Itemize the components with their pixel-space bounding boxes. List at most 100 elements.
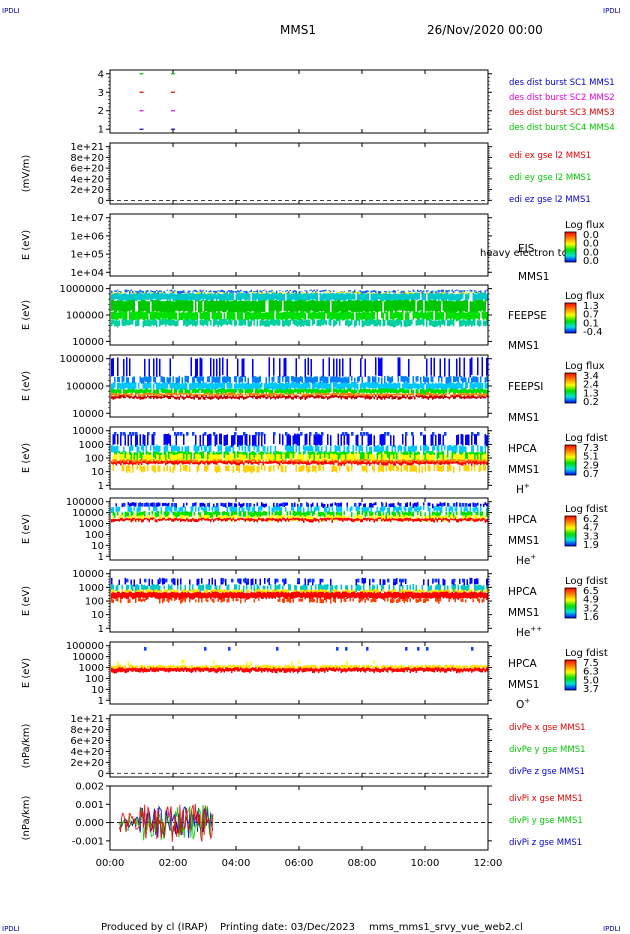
spectrogram-cell-4-1 [219, 376, 221, 383]
spectrogram-cell-6-0 [151, 502, 153, 507]
spectrogram-cell-3-1 [423, 292, 425, 300]
spectrogram-cell-4-5 [145, 396, 147, 399]
spectrogram-cell-3-4 [249, 320, 251, 327]
spectrogram-cell-4-5 [237, 396, 239, 399]
spectrogram-cell-4-5 [394, 396, 396, 399]
spectrogram-cell-3-4 [333, 320, 335, 327]
spectrogram-cell-6-3 [205, 514, 207, 521]
spectrogram-cell-5-0 [168, 433, 170, 444]
spectrogram-cell-4-3 [340, 388, 342, 394]
spectrogram-cell-4-5 [174, 396, 176, 399]
spectrogram-cell-3-4 [226, 320, 228, 326]
spectrogram-cell-3-2 [123, 301, 125, 312]
spectrogram-cell-3-2 [177, 300, 179, 311]
spectrogram-cell-3-5 [187, 290, 189, 294]
spectrogram-cell-4-0 [295, 358, 297, 377]
spectrogram-cell-6-1 [211, 506, 213, 512]
spectrogram-cell-5-6 [277, 464, 279, 470]
spectrogram-cell-4-5 [189, 395, 191, 399]
spectrogram-cell-6-1 [169, 506, 171, 512]
spectrogram-cell-5-3 [303, 454, 305, 462]
spectrogram-cell-3-3 [456, 312, 458, 322]
spike-5 [132, 432, 135, 436]
spectrogram-cell-6-2 [436, 511, 438, 517]
spectrogram-cell-3-2 [481, 300, 483, 311]
spike-5 [234, 432, 237, 436]
spectrogram-cell-3-3 [234, 312, 236, 321]
spectrogram-cell-3-5 [150, 290, 152, 292]
spectrogram-cell-5-0 [316, 434, 318, 446]
spectrogram-cell-5-2 [186, 452, 188, 461]
spectrogram-cell-3-0 [228, 292, 230, 294]
spectrogram-cell-3-2 [414, 299, 416, 312]
legend-entry-1-1: edi ey gse l2 MMS1 [509, 173, 591, 183]
spectrogram-cell-5-5 [412, 461, 414, 465]
spectrogram-cell-6-1 [201, 505, 203, 510]
spectrogram-cell-5-5 [334, 460, 336, 463]
spectrogram-cell-5-5 [342, 461, 344, 465]
spectrogram-cell-5-1 [352, 444, 354, 451]
spectrogram-cell-4-1 [175, 377, 177, 385]
spectrogram-cell-5-1 [253, 445, 255, 451]
spectrogram-cell-3-0 [462, 291, 464, 293]
spectrogram-cell-3-3 [376, 312, 378, 321]
spectrogram-cell-4-2 [351, 382, 353, 389]
spectrogram-cell-4-4 [151, 392, 153, 395]
spectrogram-cell-5-1 [447, 445, 449, 452]
spike-5 [342, 432, 345, 436]
spectrogram-cell-3-1 [181, 293, 183, 302]
spectrogram-cell-4-1 [271, 377, 273, 383]
spectrogram-cell-4-5 [423, 396, 425, 399]
spectrogram-cell-5-5 [138, 462, 140, 465]
spectrogram-cell-4-3 [234, 390, 236, 394]
spectrogram-cell-6-1 [477, 507, 479, 514]
spectrogram-cell-6-4 [145, 517, 147, 520]
spectrogram-cell-4-4 [484, 393, 486, 397]
spectrogram-cell-3-1 [165, 292, 167, 300]
spectrogram-cell-6-3 [168, 515, 170, 521]
spectrogram-cell-6-4 [220, 519, 222, 522]
spectrogram-cell-5-1 [270, 445, 272, 452]
spectrogram-cell-4-4 [267, 394, 269, 397]
spectrogram-cell-5-5 [217, 461, 219, 464]
spectrogram-cell-5-0 [249, 434, 251, 447]
spectrogram-cell-5-5 [258, 462, 260, 465]
spectrogram-cell-4-5 [178, 396, 180, 400]
spectrogram-cell-6-1 [414, 507, 416, 512]
spectrogram-cell-5-6 [322, 465, 324, 472]
spectrogram-cell-4-3 [486, 389, 488, 395]
spectrogram-cell-6-4 [162, 517, 164, 521]
spectrogram-cell-4-1 [462, 377, 464, 385]
spectrogram-cell-6-3 [484, 515, 486, 522]
spectrogram-cell-3-1 [145, 293, 147, 300]
spectrogram-cell-4-3 [342, 389, 344, 395]
spectrogram-cell-3-1 [408, 294, 410, 303]
spectrogram-cell-4-1 [403, 376, 405, 383]
spectrogram-cell-4-2 [240, 383, 242, 390]
spectrogram-cell-6-0 [195, 502, 197, 506]
spectrogram-cell-6-2 [448, 512, 450, 518]
spectrogram-cell-3-1 [261, 293, 263, 301]
spectrogram-cell-3-3 [310, 312, 312, 320]
spectrogram-cell-4-3 [427, 388, 429, 393]
spectrogram-cell-4-4 [283, 394, 285, 397]
spectrogram-cell-5-5 [375, 461, 377, 464]
spectrogram-cell-5-1 [451, 446, 453, 453]
spectrogram-cell-3-1 [399, 294, 401, 301]
colorbar-tick-4-3: 0.2 [583, 397, 599, 408]
spectrogram-cell-3-5 [261, 291, 263, 293]
spectrogram-cell-5-6 [415, 466, 417, 473]
spectrogram-cell-6-4 [147, 518, 149, 521]
spectrogram-cell-5-3 [379, 453, 381, 461]
spectrogram-cell-4-1 [150, 376, 152, 383]
spectrogram-cell-4-3 [456, 389, 458, 393]
spectrogram-cell-6-2 [420, 511, 422, 517]
spectrogram-cell-5-4 [400, 460, 402, 464]
spectrogram-cell-4-1 [126, 377, 128, 384]
spectrogram-cell-6-0 [202, 502, 204, 507]
spectrogram-cell-4-3 [171, 388, 173, 394]
spectrogram-cell-3-0 [474, 292, 476, 294]
spectrogram-cell-4-1 [297, 377, 299, 384]
spectrogram-cell-4-4 [132, 393, 134, 396]
spectrogram-cell-4-2 [192, 382, 194, 390]
